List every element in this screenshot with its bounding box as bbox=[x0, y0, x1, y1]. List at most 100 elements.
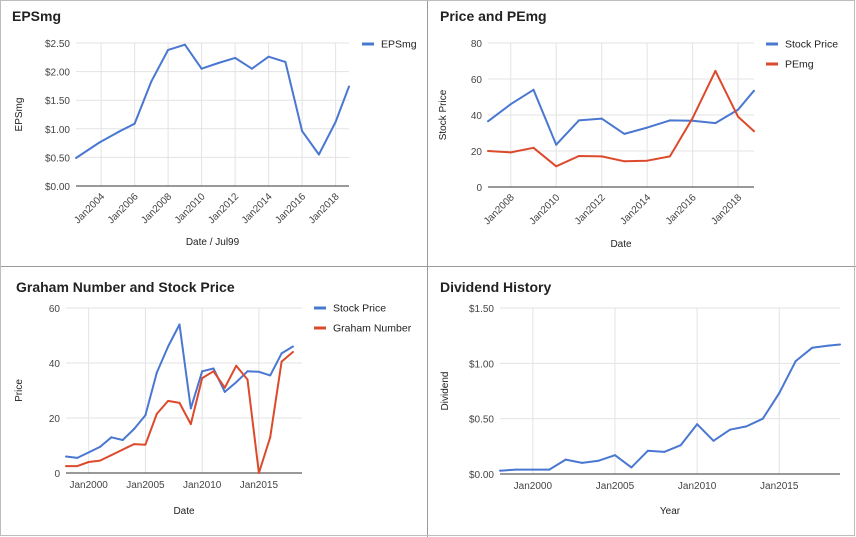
y-tick-label: $2.00 bbox=[45, 68, 70, 79]
data-point bbox=[212, 370, 215, 373]
data-point bbox=[110, 436, 113, 439]
data-point bbox=[737, 115, 740, 118]
data-point bbox=[201, 377, 204, 380]
x-axis-label: Date bbox=[173, 506, 195, 517]
x-tick-label: Jan2008 bbox=[482, 192, 517, 227]
data-point bbox=[234, 56, 237, 59]
panel-divider-horizontal bbox=[0, 266, 856, 267]
x-tick-label: Jan2015 bbox=[240, 480, 279, 491]
data-point bbox=[267, 55, 270, 58]
chart-title: Dividend History bbox=[440, 279, 551, 295]
data-point bbox=[178, 401, 181, 404]
chart-panel-graham: 0 20 40 60 Jan2000 Jan2005 Jan2010 Jan2015 Graha… bbox=[0, 267, 427, 537]
data-point bbox=[65, 455, 67, 458]
data-point bbox=[223, 386, 226, 389]
x-tick-label: Jan2006 bbox=[106, 191, 141, 226]
data-point bbox=[577, 119, 580, 122]
chart-panel-eps: $0.00 $0.50 $1.00 $1.50 $2.00 $2.50 Jan2004 Jan… bbox=[0, 0, 427, 266]
data-point bbox=[597, 459, 600, 462]
data-point bbox=[189, 407, 192, 410]
data-point bbox=[753, 130, 755, 133]
data-point bbox=[155, 412, 158, 415]
data-point bbox=[235, 364, 238, 367]
x-tick-label: Jan2008 bbox=[139, 191, 174, 226]
data-point bbox=[246, 370, 249, 373]
y-tick-label: 60 bbox=[49, 304, 61, 315]
data-point bbox=[246, 378, 249, 381]
x-tick-label: Jan2005 bbox=[126, 480, 165, 491]
data-point bbox=[87, 451, 90, 454]
y-tick-label: $0.50 bbox=[469, 415, 494, 426]
y-tick-label: $1.50 bbox=[45, 96, 70, 107]
data-point bbox=[98, 141, 101, 144]
x-axis-label: Date bbox=[610, 239, 632, 250]
data-point bbox=[257, 370, 260, 373]
data-point bbox=[564, 458, 567, 461]
data-point bbox=[630, 466, 633, 469]
data-point bbox=[646, 159, 649, 162]
data-point bbox=[144, 414, 147, 417]
x-axis-label: Year bbox=[660, 506, 681, 517]
data-point bbox=[280, 352, 283, 355]
data-point bbox=[811, 346, 814, 349]
y-tick-label: $0.00 bbox=[45, 182, 70, 193]
x-tick-label: Jan2014 bbox=[618, 192, 653, 227]
x-tick-label: Jan2012 bbox=[573, 192, 608, 227]
y-tick-label: 20 bbox=[49, 414, 61, 425]
legend-swatch bbox=[362, 42, 374, 46]
data-point bbox=[235, 381, 238, 384]
series-line bbox=[75, 43, 350, 159]
data-point bbox=[121, 439, 124, 441]
data-point bbox=[284, 60, 287, 63]
series-line bbox=[487, 69, 755, 168]
y-axis-label: Stock Price bbox=[438, 89, 449, 140]
x-tick-label: Jan2004 bbox=[72, 191, 107, 226]
y-tick-label: $1.00 bbox=[45, 125, 70, 136]
chart-eps: $0.00$0.50$1.00$1.50$2.00$2.50Jan2004Jan… bbox=[12, 8, 417, 248]
legend-swatch bbox=[766, 42, 778, 46]
data-point bbox=[531, 468, 534, 471]
y-tick-label: 40 bbox=[471, 111, 483, 122]
series-line bbox=[499, 343, 841, 472]
x-tick-label: Jan2005 bbox=[596, 481, 635, 492]
y-axis-label: EPSmg bbox=[14, 98, 25, 132]
data-point bbox=[663, 450, 666, 453]
x-tick-label: Jan2000 bbox=[514, 481, 553, 492]
data-point bbox=[110, 454, 113, 457]
legend-label: Stock Price bbox=[333, 303, 386, 315]
data-point bbox=[600, 155, 603, 158]
x-tick-label: Jan2010 bbox=[183, 480, 222, 491]
data-point bbox=[555, 165, 558, 168]
data-point bbox=[280, 360, 283, 363]
data-point bbox=[155, 371, 158, 374]
data-point bbox=[87, 461, 90, 463]
x-tick-label: Jan2010 bbox=[678, 481, 717, 492]
data-point bbox=[509, 103, 512, 106]
data-point bbox=[499, 469, 501, 472]
x-tick-label: Jan2014 bbox=[240, 191, 275, 226]
data-point bbox=[753, 89, 755, 92]
data-point bbox=[623, 132, 626, 135]
data-point bbox=[532, 146, 535, 149]
chart-price-pe: 0 20 40 60 80 Jan2008 Jan2010 Jan2012 Jan2014 Jan… bbox=[438, 8, 838, 250]
x-tick-label: Jan2016 bbox=[273, 191, 308, 226]
legend-swatch bbox=[314, 306, 326, 310]
data-point bbox=[600, 117, 603, 120]
data-point bbox=[257, 472, 260, 474]
data-point bbox=[76, 456, 79, 459]
x-tick-label: Jan2015 bbox=[760, 481, 799, 492]
data-point bbox=[291, 351, 294, 353]
data-point bbox=[133, 122, 136, 125]
legend-label: EPSmg bbox=[381, 39, 417, 51]
data-point bbox=[623, 160, 626, 163]
data-point bbox=[217, 62, 220, 65]
data-point bbox=[778, 392, 781, 395]
panel-divider-vertical bbox=[427, 0, 428, 537]
x-tick-label: Jan2012 bbox=[206, 191, 241, 226]
data-point bbox=[334, 120, 337, 123]
data-point bbox=[75, 156, 77, 159]
data-point bbox=[761, 417, 764, 420]
data-point bbox=[712, 439, 715, 442]
y-tick-label: $0.50 bbox=[45, 153, 70, 164]
data-point bbox=[167, 399, 170, 402]
